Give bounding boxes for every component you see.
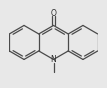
Text: O: O bbox=[51, 9, 56, 18]
Text: N: N bbox=[51, 55, 56, 64]
